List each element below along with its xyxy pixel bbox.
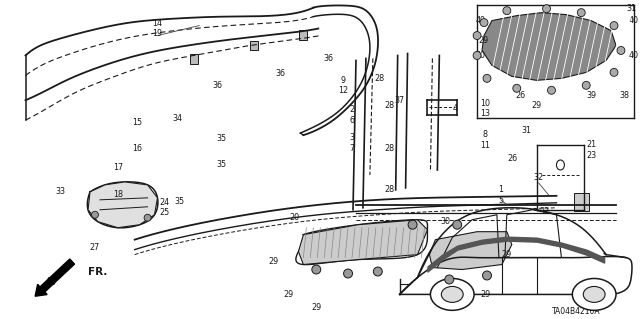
Text: 3
7: 3 7 <box>349 133 355 153</box>
Text: 17: 17 <box>113 163 123 173</box>
Text: 33: 33 <box>55 187 65 197</box>
Text: 14
19: 14 19 <box>152 19 163 38</box>
Text: 38: 38 <box>619 91 629 100</box>
Text: 21
23: 21 23 <box>586 140 596 160</box>
Text: TA04B4210A: TA04B4210A <box>552 307 600 316</box>
Text: 9
12: 9 12 <box>338 76 348 95</box>
Ellipse shape <box>431 278 474 310</box>
Ellipse shape <box>617 47 625 55</box>
Text: 18: 18 <box>113 190 123 199</box>
Ellipse shape <box>373 267 382 276</box>
Ellipse shape <box>610 22 618 30</box>
Ellipse shape <box>583 286 605 302</box>
Text: 31: 31 <box>627 4 637 13</box>
Ellipse shape <box>144 214 151 221</box>
Text: 1
5: 1 5 <box>499 185 504 204</box>
Text: 28: 28 <box>375 74 385 83</box>
Text: 28: 28 <box>385 101 395 110</box>
Bar <box>250 41 258 50</box>
Text: 4: 4 <box>452 104 458 113</box>
Ellipse shape <box>483 271 492 280</box>
Text: 32: 32 <box>534 174 543 182</box>
Ellipse shape <box>483 74 491 82</box>
Ellipse shape <box>473 32 481 40</box>
Ellipse shape <box>556 160 564 170</box>
Text: 31: 31 <box>522 126 532 135</box>
Text: 35: 35 <box>216 134 226 143</box>
Text: 2
6: 2 6 <box>349 106 355 125</box>
Text: 40: 40 <box>476 51 486 60</box>
Bar <box>300 30 307 40</box>
Ellipse shape <box>344 269 353 278</box>
Text: 15: 15 <box>132 118 143 127</box>
Text: 34: 34 <box>172 114 182 123</box>
Polygon shape <box>298 220 428 264</box>
Text: 29: 29 <box>502 250 512 259</box>
Ellipse shape <box>610 68 618 76</box>
Bar <box>190 55 198 64</box>
Text: 29: 29 <box>269 257 279 266</box>
Text: 39: 39 <box>586 91 596 100</box>
Text: 29: 29 <box>478 36 488 45</box>
Text: 27: 27 <box>90 243 100 252</box>
Text: 24
25: 24 25 <box>159 198 170 218</box>
Polygon shape <box>482 13 616 80</box>
Ellipse shape <box>572 278 616 310</box>
Text: 26: 26 <box>516 91 526 100</box>
Ellipse shape <box>408 220 417 229</box>
Ellipse shape <box>473 51 481 59</box>
Text: 36: 36 <box>276 69 285 78</box>
Ellipse shape <box>548 86 556 94</box>
Text: 35: 35 <box>174 197 184 206</box>
Text: 29: 29 <box>531 101 541 110</box>
Text: 28: 28 <box>385 185 395 194</box>
Bar <box>574 193 589 211</box>
Ellipse shape <box>480 19 488 26</box>
Text: 37: 37 <box>395 96 404 105</box>
Text: 40: 40 <box>629 16 639 25</box>
Ellipse shape <box>312 265 321 274</box>
Text: 29: 29 <box>480 290 490 299</box>
Ellipse shape <box>452 220 461 229</box>
Text: 40: 40 <box>629 51 639 60</box>
Text: 29: 29 <box>284 290 294 299</box>
Ellipse shape <box>543 5 550 13</box>
Text: 20: 20 <box>289 213 300 222</box>
Polygon shape <box>429 232 512 270</box>
Text: 26: 26 <box>508 153 518 162</box>
Ellipse shape <box>577 9 585 17</box>
Text: 10
13: 10 13 <box>480 99 490 118</box>
FancyArrow shape <box>35 259 74 296</box>
Text: 8
11: 8 11 <box>480 130 490 150</box>
Ellipse shape <box>445 275 454 284</box>
Ellipse shape <box>582 81 590 89</box>
Ellipse shape <box>503 7 511 15</box>
Text: 35: 35 <box>216 160 226 169</box>
Text: 40: 40 <box>476 16 486 25</box>
Text: 36: 36 <box>212 81 222 90</box>
Ellipse shape <box>92 211 99 218</box>
Text: 32: 32 <box>540 207 550 216</box>
Text: 16: 16 <box>132 144 143 152</box>
Text: 30: 30 <box>440 217 451 226</box>
Polygon shape <box>88 182 157 228</box>
Text: FR.: FR. <box>88 266 108 277</box>
Text: 22: 22 <box>457 297 467 306</box>
Ellipse shape <box>442 286 463 302</box>
Text: 29: 29 <box>311 303 321 312</box>
Ellipse shape <box>513 84 521 92</box>
Text: 28: 28 <box>385 144 395 152</box>
Text: 36: 36 <box>323 54 333 63</box>
